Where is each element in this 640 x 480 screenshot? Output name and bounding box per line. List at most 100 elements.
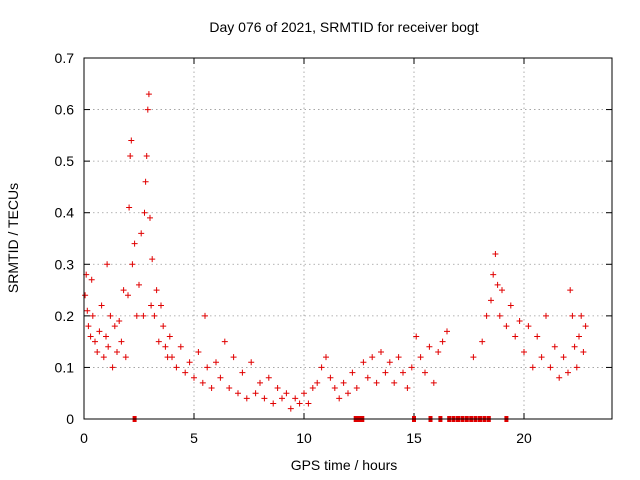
data-points	[82, 91, 589, 412]
data-point	[503, 323, 510, 330]
data-point	[202, 312, 208, 319]
x-tick-labels: 0 5 10 15 20	[80, 430, 532, 446]
data-point	[133, 312, 140, 319]
data-point	[576, 333, 582, 340]
data-point	[538, 354, 545, 361]
data-point	[94, 348, 101, 355]
data-point	[143, 152, 150, 159]
data-point	[217, 374, 224, 381]
data-point	[573, 364, 580, 371]
data-point	[305, 400, 312, 407]
data-point	[166, 333, 173, 340]
data-point	[138, 230, 145, 237]
data-point	[85, 323, 92, 330]
data-point	[488, 297, 494, 304]
data-point	[556, 374, 563, 381]
data-point	[560, 354, 567, 361]
data-point	[512, 333, 519, 340]
data-point	[507, 302, 514, 309]
data-point	[521, 348, 527, 355]
data-point	[177, 343, 184, 350]
data-point	[103, 333, 109, 340]
data-point	[100, 354, 107, 361]
data-point	[360, 359, 367, 366]
data-point	[252, 390, 259, 397]
data-point	[87, 333, 94, 340]
data-point	[408, 364, 415, 371]
data-point	[136, 281, 142, 288]
data-point	[327, 374, 334, 381]
data-point	[129, 261, 136, 268]
data-point	[125, 292, 131, 299]
data-point	[114, 348, 120, 355]
data-point	[378, 348, 384, 355]
data-point	[118, 338, 125, 345]
y-axis-label: SRMTID / TECUs	[5, 183, 21, 293]
data-point	[345, 390, 351, 397]
data-point	[186, 359, 193, 366]
data-point	[226, 385, 233, 392]
data-point	[257, 379, 263, 386]
data-point	[547, 364, 554, 371]
data-point	[479, 338, 486, 345]
data-point	[386, 359, 393, 366]
data-point	[395, 354, 402, 361]
chart-title: Day 076 of 2021, SRMTID for receiver bog…	[209, 19, 478, 35]
data-point	[391, 379, 398, 386]
data-point	[155, 338, 162, 345]
y-tick-label: 0.5	[55, 153, 75, 169]
data-point	[96, 328, 103, 335]
data-point	[151, 312, 158, 319]
data-point	[426, 343, 433, 350]
data-point	[199, 379, 206, 386]
x-tick-label: 15	[406, 430, 422, 446]
data-point	[105, 343, 112, 350]
data-point	[230, 354, 237, 361]
data-point	[369, 354, 376, 361]
data-point	[120, 287, 127, 294]
data-point	[149, 256, 156, 263]
data-point	[580, 348, 587, 355]
data-point	[141, 209, 148, 216]
data-point	[239, 369, 246, 376]
data-point	[331, 385, 338, 392]
data-point	[296, 400, 303, 407]
data-point	[525, 323, 532, 330]
y-tick-label: 0.4	[55, 205, 75, 221]
data-point	[470, 354, 477, 361]
data-point	[492, 250, 499, 257]
data-point	[158, 302, 164, 309]
data-point	[191, 374, 197, 381]
data-point	[373, 379, 380, 386]
data-point	[287, 405, 294, 412]
data-point	[248, 359, 255, 366]
data-point	[153, 287, 160, 294]
data-point	[195, 348, 202, 355]
x-tick-label: 0	[80, 430, 88, 446]
y-tick-label: 0	[66, 411, 74, 427]
data-point	[314, 379, 321, 386]
data-point	[127, 152, 134, 159]
data-point	[182, 369, 189, 376]
data-point	[142, 178, 149, 185]
data-point	[430, 379, 437, 386]
data-point	[534, 333, 541, 340]
data-point	[89, 312, 96, 319]
data-point	[529, 364, 536, 371]
data-point	[111, 323, 118, 330]
data-point	[567, 287, 574, 294]
data-point	[98, 302, 105, 309]
data-point	[494, 281, 501, 288]
data-point	[145, 91, 152, 98]
data-point	[582, 323, 589, 330]
data-point	[162, 343, 169, 350]
data-point	[309, 385, 316, 392]
data-point	[235, 390, 241, 397]
data-point	[104, 261, 111, 268]
x-tick-label: 5	[190, 430, 198, 446]
data-point	[283, 390, 290, 397]
data-point	[565, 369, 571, 376]
data-point	[422, 369, 428, 376]
data-point	[128, 137, 135, 144]
